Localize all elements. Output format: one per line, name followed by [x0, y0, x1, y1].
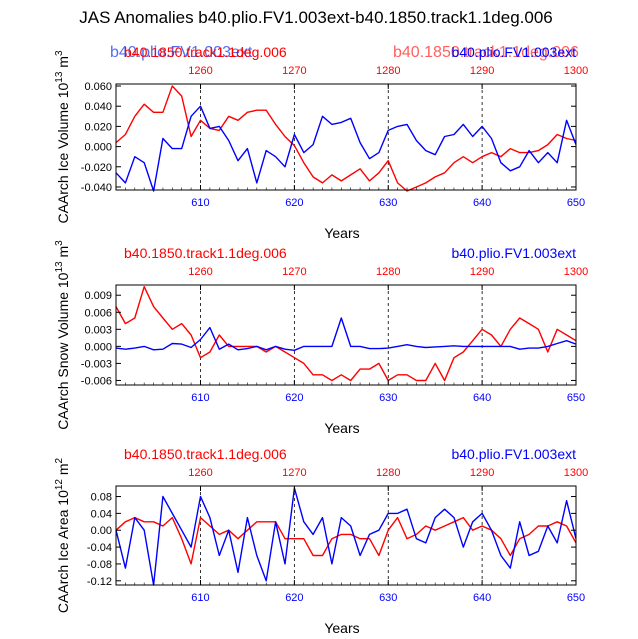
series-line-blue [115, 317, 577, 351]
y-axis-label-superscript: 3 [54, 240, 65, 246]
y-axis-label-superscript: 13 [54, 261, 65, 273]
legend-label-blue: b40.plio.FV1.003ext [451, 446, 576, 462]
y-tick-label: 0.040 [84, 101, 112, 113]
y-axis-label: CAArch Ice Area 1012 m2 [54, 457, 71, 613]
y-axis-label-superscript: 2 [54, 457, 65, 463]
x-bottom-tick-label: 640 [473, 197, 491, 209]
plot-frame [115, 83, 577, 191]
y-tick-label: -0.020 [81, 162, 112, 174]
y-axis-label-part: CAArch Snow Volume 10 [55, 272, 71, 429]
y-axis-label-part: CAArch Ice Area 10 [55, 490, 71, 613]
overlap-label-red: b40.1850.track1.1deg.006 [393, 44, 579, 61]
x-top-tick-label: 1270 [282, 266, 306, 278]
x-axis-label: Years [324, 225, 359, 241]
x-top-tick-label: 1260 [188, 266, 212, 278]
y-axis-label: CAArch Ice Volume 1013 m3 [54, 50, 71, 224]
y-tick-label: -0.006 [81, 375, 112, 387]
y-axis-label-superscript: 12 [54, 479, 65, 491]
x-axis-label: Years [324, 420, 359, 436]
y-axis-label-superscript: 13 [54, 71, 65, 83]
x-bottom-tick-label: 630 [379, 592, 397, 604]
x-bottom-tick-label: 610 [191, 197, 209, 209]
series-line-red [115, 516, 577, 565]
x-top-tick-label: 1300 [564, 266, 588, 278]
y-tick-label: 0.08 [91, 492, 112, 504]
y-tick-label: 0.020 [84, 121, 112, 133]
x-bottom-tick-label: 640 [473, 392, 491, 404]
chart-panel-2: 610 620 630 640 650 1260 1270 1280 1290 1300 -0.00… [54, 240, 588, 436]
x-bottom-tick-label: 630 [379, 392, 397, 404]
legend-label-red: b40.1850.track1.1deg.006 [124, 44, 287, 60]
legend-label-red: b40.1850.track1.1deg.006 [124, 245, 287, 261]
x-top-tick-label: 1260 [188, 467, 212, 479]
plot-frame [115, 284, 577, 386]
x-bottom-tick-label: 610 [191, 592, 209, 604]
legend-label-blue: b40.plio.FV1.003ext [451, 44, 576, 60]
x-bottom-tick-label: 620 [285, 592, 303, 604]
series-line-blue [115, 105, 577, 192]
x-bottom-tick-label: 640 [473, 592, 491, 604]
legend-label-red: b40.1850.track1.1deg.006 [124, 446, 287, 462]
y-tick-label: 0.000 [84, 142, 112, 154]
x-top-tick-label: 1280 [376, 65, 400, 77]
legend-label-blue: b40.plio.FV1.003ext [451, 245, 576, 261]
x-bottom-tick-label: 630 [379, 197, 397, 209]
y-tick-label: 0.00 [91, 525, 112, 537]
x-top-tick-label: 1300 [564, 467, 588, 479]
y-axis-label-part: m [55, 463, 71, 479]
x-bottom-tick-label: 650 [567, 392, 585, 404]
y-tick-label: 0.006 [84, 307, 112, 319]
x-top-tick-label: 1290 [470, 266, 494, 278]
y-tick-label: -0.003 [81, 358, 112, 370]
chart-panel-3: 610 620 630 640 650 1260 1270 1280 1290 1300 -0.12… [54, 446, 588, 636]
x-axis-label: Years [324, 620, 359, 636]
y-tick-label: 0.04 [91, 508, 112, 520]
series-line-red [115, 286, 577, 382]
y-tick-label: 0.000 [84, 341, 112, 353]
y-tick-label: 0.003 [84, 324, 112, 336]
x-top-tick-label: 1280 [376, 266, 400, 278]
y-tick-label: -0.04 [87, 542, 112, 554]
plot-frame [115, 485, 577, 586]
x-top-tick-label: 1270 [282, 467, 306, 479]
x-bottom-tick-label: 620 [285, 197, 303, 209]
y-axis-label: CAArch Snow Volume 1013 m3 [54, 240, 71, 430]
y-axis-label-part: m [55, 56, 71, 72]
figure-title: JAS Anomalies b40.plio.FV1.003ext-b40.18… [79, 8, 553, 27]
x-bottom-tick-label: 620 [285, 392, 303, 404]
y-tick-label: 0.009 [84, 290, 112, 302]
x-top-tick-label: 1300 [564, 65, 588, 77]
series-line-red [115, 85, 577, 192]
y-tick-label: -0.08 [87, 559, 112, 571]
y-tick-label: -0.12 [87, 576, 112, 588]
x-top-tick-label: 1290 [470, 65, 494, 77]
y-axis-label-part: CAArch Ice Volume 10 [55, 82, 71, 223]
overlap-label-blue: b40.plio.FV1.003ext [110, 44, 253, 61]
y-tick-label: 0.060 [84, 81, 112, 93]
chart-panel-1: 610 620 630 640 650 1260 1270 1280 1290 1300 -0.04… [54, 44, 588, 241]
series-line-blue [115, 487, 577, 586]
x-top-tick-label: 1290 [470, 467, 494, 479]
x-top-tick-label: 1270 [282, 65, 306, 77]
y-tick-label: -0.040 [81, 182, 112, 194]
x-top-tick-label: 1260 [188, 65, 212, 77]
x-bottom-tick-label: 650 [567, 197, 585, 209]
x-top-tick-label: 1280 [376, 467, 400, 479]
x-bottom-tick-label: 650 [567, 592, 585, 604]
y-axis-label-part: m [55, 246, 71, 262]
x-bottom-tick-label: 610 [191, 392, 209, 404]
y-axis-label-superscript: 3 [54, 50, 65, 56]
